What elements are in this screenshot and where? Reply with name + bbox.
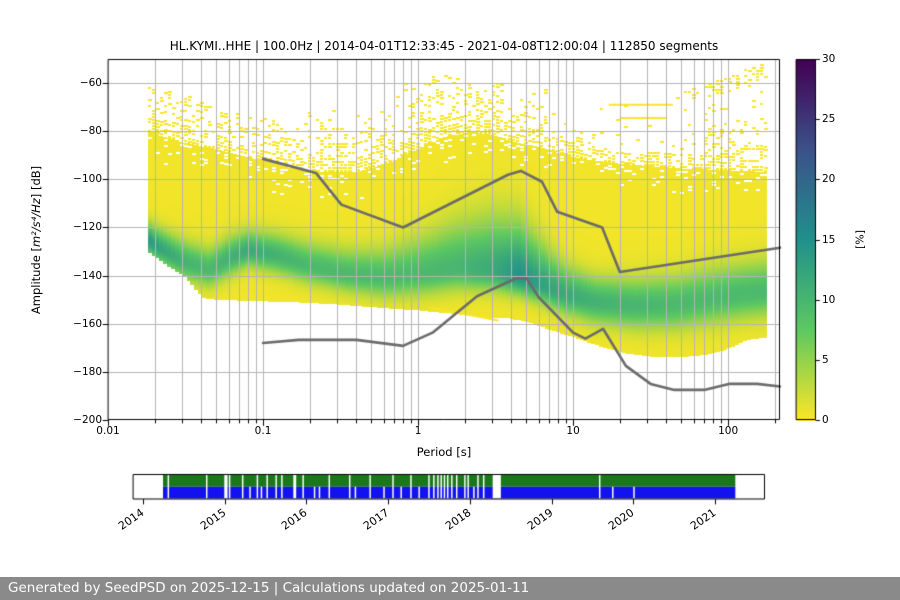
y-tick-label: −120 [73,221,102,234]
colorbar-label: [%] [853,229,867,250]
x-tick-label: 0.1 [254,425,272,437]
x-tick-label: 0.01 [96,425,120,437]
y-tick-label: −80 [79,125,102,138]
y-tick-label: −200 [73,414,102,426]
colorbar-tick-label: 30 [822,53,836,65]
y-tick-label: −160 [73,317,102,330]
footer-bar: Generated by SeedPSD on 2025-12-15 | Cal… [0,577,900,600]
colorbar-tick-label: 20 [822,173,836,186]
y-axis-label-prefix: Amplitude [ [29,247,43,315]
y-axis-label: Amplitude [m²/s⁴/Hz] [dB] [29,120,43,360]
colorbar-tick-label: 10 [822,293,836,306]
y-tick-label: −100 [73,173,102,186]
y-tick-label: −140 [73,269,102,282]
y-tick-label: −180 [73,365,102,378]
y-axis-label-suffix: ] [dB] [29,165,43,199]
x-tick-label: 1 [414,425,422,437]
x-tick-label: 10 [566,425,580,437]
y-axis-label-units: m²/s⁴/Hz [29,198,43,248]
colorbar-tick-label: 0 [822,414,829,426]
y-tick-label: −60 [79,77,102,90]
colorbar-tick-label: 25 [822,113,836,126]
colorbar-tick-label: 5 [822,353,829,366]
colorbar-tick-label: 15 [822,233,836,246]
footer-text: Generated by SeedPSD on 2025-12-15 | Cal… [8,580,530,596]
x-tick-label: 100 [718,425,739,437]
chart-title: HL.KYMI..HHE | 100.0Hz | 2014-04-01T12:3… [169,39,719,53]
x-axis-label: Period [s] [416,445,472,459]
